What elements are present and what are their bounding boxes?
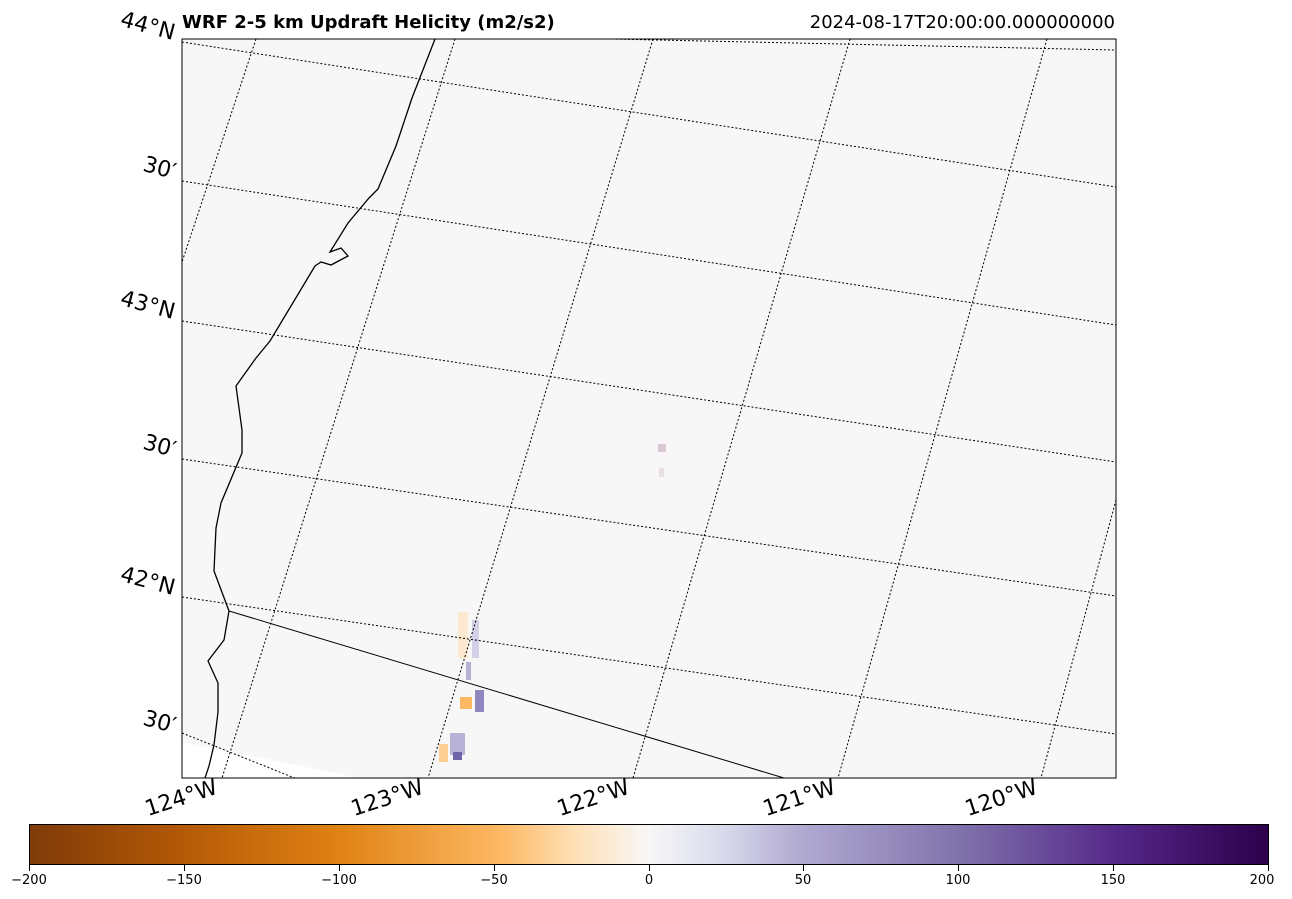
graticule-parallels <box>182 39 1116 778</box>
colorbar-tick-label: −100 <box>321 873 357 888</box>
colorbar-tick-label: −50 <box>480 873 508 888</box>
plot-frame <box>181 38 1117 779</box>
colorbar-tick-label: 0 <box>644 873 654 888</box>
coastline <box>204 39 436 778</box>
colorbar-tick-label: −150 <box>166 873 202 888</box>
map-title: WRF 2-5 km Updraft Helicity (m2/s2) <box>182 12 555 33</box>
plot-area <box>182 39 1116 778</box>
graticule-meridians <box>182 39 1116 778</box>
colorbar-tick-label: 100 <box>945 873 971 888</box>
valid-time: 2024-08-17T20:00:00.000000000 <box>809 12 1115 33</box>
colorbar-tick-label: 50 <box>794 873 812 888</box>
colorbar-tick-label: −200 <box>11 873 47 888</box>
helicity-features <box>439 444 666 762</box>
colorbar <box>29 824 1269 865</box>
colorbar-tick-label: 150 <box>1100 873 1126 888</box>
state-border <box>228 610 785 778</box>
colorbar-tick-label: 200 <box>1249 873 1275 888</box>
